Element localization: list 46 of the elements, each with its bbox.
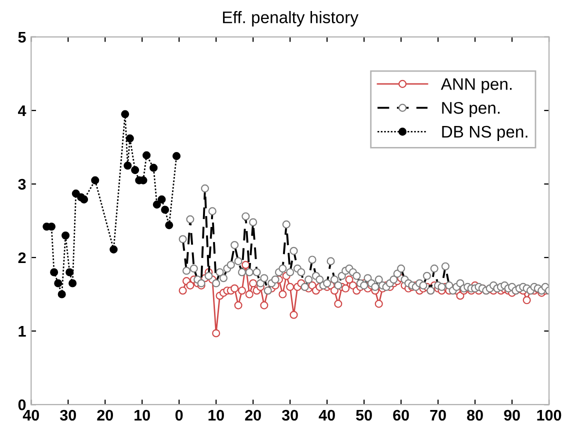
legend-label: ANN pen. <box>440 78 512 94</box>
point <box>150 164 158 172</box>
point <box>62 231 70 240</box>
point <box>66 268 74 276</box>
point <box>91 176 100 184</box>
x-tick-label: 30 <box>282 410 298 421</box>
y-tick-label: 4 <box>18 106 26 116</box>
point <box>131 166 140 174</box>
point <box>80 195 88 204</box>
x-tick-label: 80 <box>467 410 483 421</box>
point <box>121 110 130 118</box>
y-tick-label: 3 <box>18 178 26 190</box>
point <box>110 245 118 254</box>
point <box>165 221 174 230</box>
x-tick-label: 10 <box>208 410 224 421</box>
legend-label: DB NS pen. <box>442 126 528 141</box>
point <box>72 190 80 198</box>
x-tick-label: 40 <box>22 410 39 421</box>
y-tick-label: 2 <box>18 252 26 264</box>
x-tick-label: 40 <box>318 410 335 421</box>
x-tick-label: 30 <box>60 410 76 421</box>
x-tick-label: 100 <box>537 410 562 421</box>
x-tick-label: 0 <box>175 410 183 421</box>
point <box>58 290 66 298</box>
point <box>152 200 161 209</box>
point <box>161 206 170 214</box>
chart-title: Eff. penalty history <box>223 11 358 27</box>
y-tick-label: 1 <box>18 326 26 337</box>
point <box>50 268 58 276</box>
y-tick-label: 5 <box>18 32 26 43</box>
point <box>172 152 181 160</box>
legend-label: NS pen. <box>442 102 500 118</box>
x-tick-label: 50 <box>356 410 372 421</box>
point <box>54 279 62 288</box>
x-tick-label: 10 <box>134 410 150 421</box>
point <box>68 279 77 288</box>
point <box>126 134 134 142</box>
x-tick-label: 90 <box>504 410 520 421</box>
x-tick-label: 20 <box>245 410 261 421</box>
x-tick-label: 60 <box>393 410 409 421</box>
y-tick-label: 0 <box>18 399 26 410</box>
point <box>142 151 151 160</box>
point <box>158 195 166 204</box>
x-tick-label: 20 <box>97 410 113 421</box>
point <box>124 162 132 170</box>
x-tick-label: 70 <box>430 410 446 421</box>
